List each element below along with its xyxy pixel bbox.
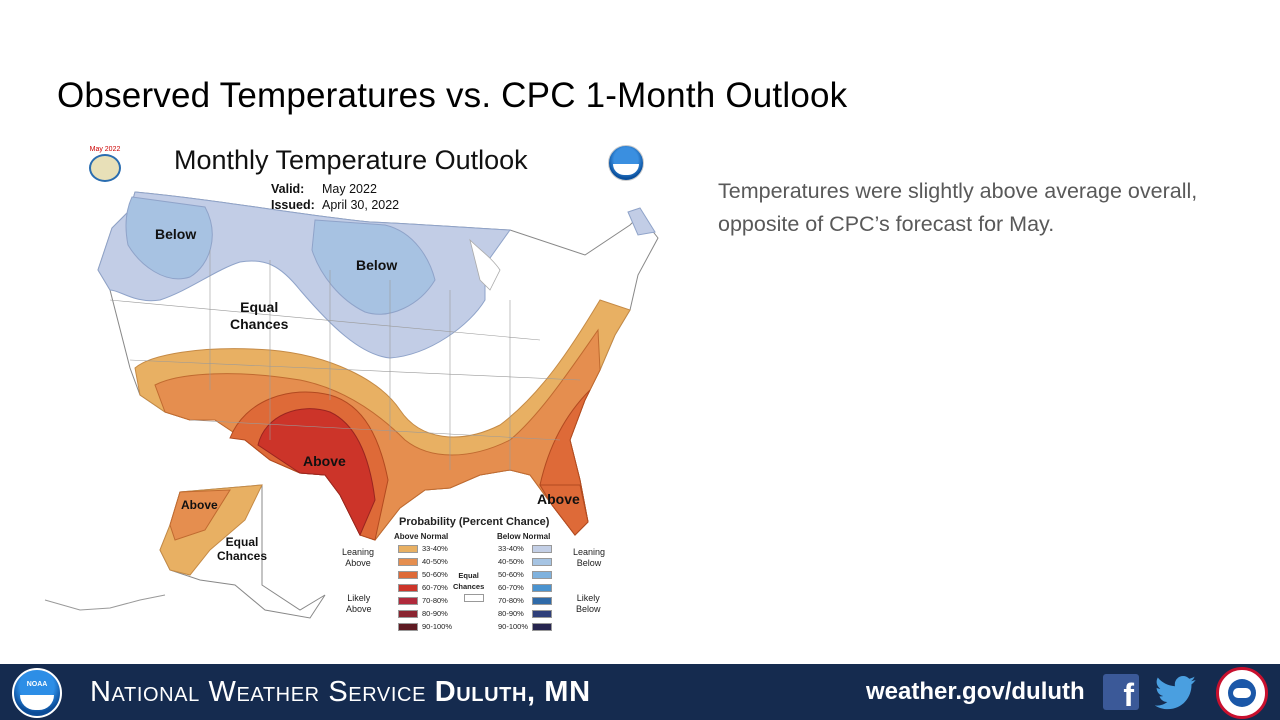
leaning-above-line2: Above xyxy=(345,558,371,568)
likely-below-line1: Likely xyxy=(576,593,600,603)
legend-above-header: Above Normal xyxy=(394,532,449,541)
legend-below-swatch xyxy=(532,584,552,592)
seal-year: May 2022 xyxy=(89,146,121,153)
likely-above-line2: Above xyxy=(346,604,372,614)
legend-above-swatch xyxy=(398,558,418,566)
slide-description: Temperatures were slightly above average… xyxy=(718,179,1198,236)
commerce-seal-icon xyxy=(89,154,121,182)
legend-likely-above: Likely Above xyxy=(346,593,372,615)
legend-equal-chances: Equal Chances xyxy=(453,570,484,592)
label-below-north: Below xyxy=(356,257,398,273)
great-lakes xyxy=(469,238,501,291)
legend-below-range: 80-90% xyxy=(498,609,524,618)
valid-label: Valid: xyxy=(271,182,305,196)
above-60-core xyxy=(257,408,376,537)
map-title: Monthly Temperature Outlook xyxy=(174,145,528,175)
legend-below-header: Below Normal xyxy=(497,532,551,541)
state-lines xyxy=(109,250,581,470)
doc-seal: May 2022 xyxy=(87,146,123,182)
legend-below-swatch xyxy=(532,610,552,618)
legend-above-range: 80-90% xyxy=(422,609,448,618)
below-north-core xyxy=(311,219,436,315)
twitter-icon[interactable] xyxy=(1155,676,1197,710)
label-below-west: Below xyxy=(155,226,197,242)
legend-above-range: 90-100% xyxy=(422,622,453,631)
legend-above-range: 60-70% xyxy=(422,583,448,592)
leaning-below-line2: Below xyxy=(576,558,602,568)
slide-title: Observed Temperatures vs. CPC 1-Month Ou… xyxy=(57,76,848,115)
legend-below-range: 40-50% xyxy=(498,557,524,566)
legend-above-range: 50-60% xyxy=(422,570,448,579)
legend-below-swatch xyxy=(532,558,552,566)
label-above-southeast: Above xyxy=(537,491,580,507)
legend-above-swatch xyxy=(398,623,418,631)
map-meta: Valid: May 2022 Issued: April 30, 2022 xyxy=(271,181,399,213)
below-west-core xyxy=(125,196,213,280)
legend-equal-swatch xyxy=(464,594,484,602)
aleutians xyxy=(44,594,166,611)
footer-bar: NOAA National Weather Service Duluth, MN… xyxy=(0,664,1280,720)
legend-leaning-above: Leaning Above xyxy=(342,547,374,569)
legend-below-range: 90-100% xyxy=(498,622,529,631)
legend-below-swatch xyxy=(532,571,552,579)
above-40-band xyxy=(154,328,601,541)
label-above-texas: Above xyxy=(303,453,346,469)
legend-below-range: 33-40% xyxy=(498,544,524,553)
legend-below-swatch xyxy=(532,545,552,553)
equal-west-line1: Equal xyxy=(240,299,279,315)
website-link[interactable]: weather.gov/duluth xyxy=(866,678,1085,705)
legend-above-range: 33-40% xyxy=(422,544,448,553)
equal-west-line2: Chances xyxy=(230,316,289,332)
office-location: Duluth, MN xyxy=(434,676,591,708)
legend-below-swatch xyxy=(532,597,552,605)
issued-label: Issued: xyxy=(271,198,315,212)
noaa-logo-text: NOAA xyxy=(26,681,48,688)
nws-logo-icon xyxy=(1216,667,1268,719)
legend-likely-below: Likely Below xyxy=(576,593,601,615)
leaning-above-line1: Leaning xyxy=(342,547,375,557)
equal-alaska-line2: Chances xyxy=(217,549,268,563)
maine-blue xyxy=(627,207,656,236)
leaning-below-line1: Leaning xyxy=(573,547,606,557)
equal-alaska-line1: Equal xyxy=(225,535,259,549)
map-graphic xyxy=(44,191,659,619)
legend-title: Probability (Percent Chance) xyxy=(399,516,550,528)
legend-above-swatch xyxy=(398,610,418,618)
valid-value: May 2022 xyxy=(322,182,377,196)
likely-below-line2: Below xyxy=(576,604,601,614)
noaa-logo-icon: NOAA xyxy=(12,668,62,718)
legend-above-swatch xyxy=(398,597,418,605)
noaa-logo-small-icon xyxy=(608,145,644,181)
issued-value: April 30, 2022 xyxy=(322,198,400,212)
alaska-above-40 xyxy=(169,489,231,541)
org-name: National Weather Service xyxy=(90,676,427,708)
likely-above-line1: Likely xyxy=(347,593,371,603)
equal-chances-line2: Chances xyxy=(453,582,485,591)
label-equal-alaska: Equal Chances xyxy=(217,535,267,563)
label-above-alaska: Above xyxy=(181,498,218,512)
legend-leaning-below: Leaning Below xyxy=(573,547,605,569)
legend-above-swatch xyxy=(398,584,418,592)
legend-above-range: 40-50% xyxy=(422,557,448,566)
legend-below-range: 60-70% xyxy=(498,583,524,592)
equal-chances-line1: Equal xyxy=(458,571,479,580)
legend-above-swatch xyxy=(398,571,418,579)
outlook-map: May 2022 Monthly Temperature Outlook Val… xyxy=(40,140,670,645)
legend-above-swatch xyxy=(398,545,418,553)
florida xyxy=(539,484,589,536)
legend-below-range: 70-80% xyxy=(498,596,524,605)
legend-below-swatch xyxy=(532,623,552,631)
office-name: National Weather Service Duluth, MN xyxy=(90,676,591,709)
facebook-icon[interactable]: f xyxy=(1103,674,1139,710)
legend-above-range: 70-80% xyxy=(422,596,448,605)
legend-below-range: 50-60% xyxy=(498,570,524,579)
label-equal-west: Equal Chances xyxy=(230,299,288,333)
